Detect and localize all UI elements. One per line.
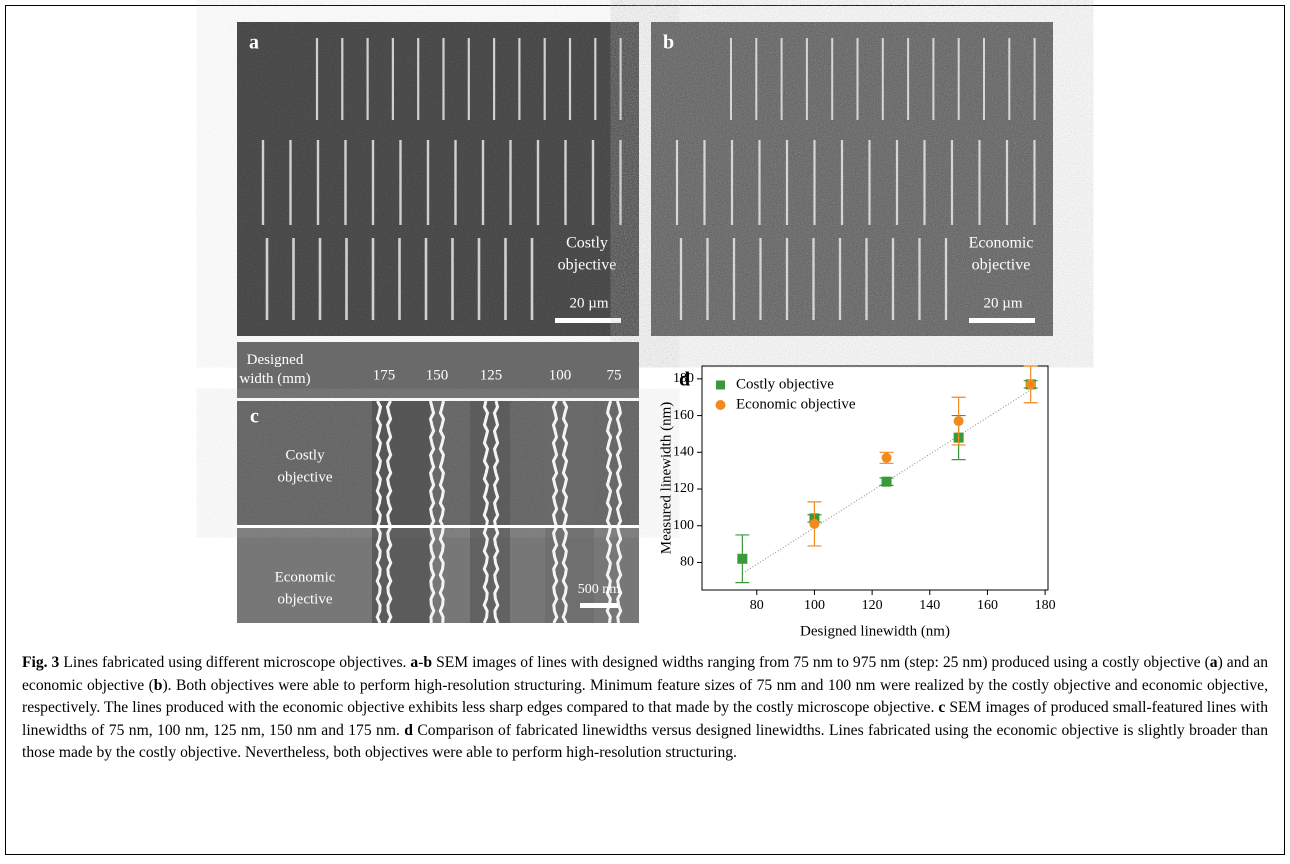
x-tick-label: 140 — [919, 598, 940, 613]
width-label: 100 — [549, 367, 572, 383]
caption-text: SEM images of lines with designed widths… — [432, 654, 1210, 671]
header-bar — [237, 342, 639, 398]
y-tick-label: 120 — [673, 481, 694, 496]
header-line: width (mm) — [239, 371, 310, 387]
legend-marker — [715, 400, 726, 410]
data-point — [881, 452, 892, 463]
caption-text: Lines fabricated using different microsc… — [59, 654, 411, 671]
width-label: 150 — [426, 367, 449, 383]
fabricated-line — [492, 400, 500, 624]
fabricated-line — [385, 400, 393, 624]
panel-label: b — [663, 32, 674, 54]
panel-label: c — [250, 406, 259, 428]
caption-text: d — [404, 721, 413, 739]
plot-frame — [701, 365, 1049, 591]
y-tick-label: 140 — [673, 445, 694, 460]
row-label: Economic — [275, 569, 336, 585]
panel-annotation: Costly — [566, 235, 608, 252]
x-tick-label: 100 — [804, 598, 825, 613]
figure-panels: a Costly objective 20 µm b Economic objective 2… — [237, 22, 1056, 639]
caption-text: c — [938, 699, 946, 716]
y-tick-label: 80 — [680, 555, 694, 570]
caption-text: ) and an economic objective ( — [22, 654, 1268, 694]
panel-label: d — [679, 369, 690, 391]
caption-text: a — [410, 654, 419, 671]
fabricated-line — [561, 400, 569, 624]
x-axis-label: Designed linewidth (nm) — [800, 623, 950, 639]
data-point — [737, 553, 748, 564]
frame — [5, 5, 1285, 855]
fabricated-line — [428, 400, 436, 624]
sem-noise — [237, 22, 639, 336]
fabricated-line — [482, 400, 490, 624]
data-point — [881, 476, 892, 487]
legend-marker — [716, 380, 725, 390]
legend-label: Costly objective — [736, 376, 834, 392]
sem-noise — [651, 22, 1053, 336]
caption-text: - — [418, 654, 424, 671]
data-point — [1025, 379, 1036, 390]
caption-text: ). Both objectives were able to perform … — [22, 676, 1268, 717]
sem-band — [470, 401, 510, 623]
caption-text: a — [1209, 654, 1218, 671]
sem-band — [372, 401, 430, 623]
data-point — [809, 518, 820, 529]
legend-label: Economic objective — [736, 396, 856, 412]
scale-bar-label: 20 µm — [983, 295, 1022, 311]
width-label: 125 — [480, 367, 503, 383]
caption-text: b — [423, 654, 433, 671]
scale-bar — [969, 318, 1035, 323]
row-label: Costly — [285, 447, 325, 463]
header-title: Designed width (mm) — [239, 352, 310, 387]
header-line: Designed — [247, 352, 304, 368]
panel-annotation: Economic — [969, 235, 1034, 252]
x-tick-label: 120 — [862, 598, 883, 613]
fabricated-line — [551, 400, 559, 624]
caption-text: Comparison of fabricated linewidths vers… — [22, 721, 1268, 762]
caption-text: b — [153, 676, 163, 694]
y-tick-label: 100 — [673, 518, 694, 533]
width-label: 75 — [607, 367, 622, 383]
scale-bar-label: 20 µm — [569, 295, 608, 311]
caption-text: Fig. 3 — [22, 654, 60, 671]
data-point — [953, 416, 964, 427]
row-label: objective — [278, 469, 333, 485]
fabricated-line — [615, 400, 623, 624]
y-tick-label: 180 — [673, 371, 694, 386]
fabricated-line — [605, 400, 613, 624]
y-axis-label: Measured linewidth (nm) — [658, 402, 674, 554]
panel-annotation: objective — [972, 257, 1031, 274]
scale-bar — [580, 603, 618, 608]
panel-annotation: objective — [558, 257, 617, 274]
caption-text: SEM images of produced small-featured li… — [22, 699, 1268, 739]
figure-caption: Fig. 3 Lines fabricated using different … — [22, 652, 1268, 765]
width-label: 175 — [373, 367, 396, 383]
y-tick-label: 160 — [673, 408, 694, 423]
x-tick-label: 80 — [750, 598, 764, 613]
scale-bar — [555, 318, 621, 323]
scale-bar-label: 500 nm — [578, 582, 621, 597]
x-tick-label: 160 — [977, 598, 998, 613]
fabricated-line — [375, 400, 383, 624]
row-label: objective — [278, 591, 333, 607]
panel-label: a — [249, 32, 259, 54]
fabricated-line — [438, 400, 446, 624]
x-tick-label: 180 — [1035, 598, 1056, 613]
